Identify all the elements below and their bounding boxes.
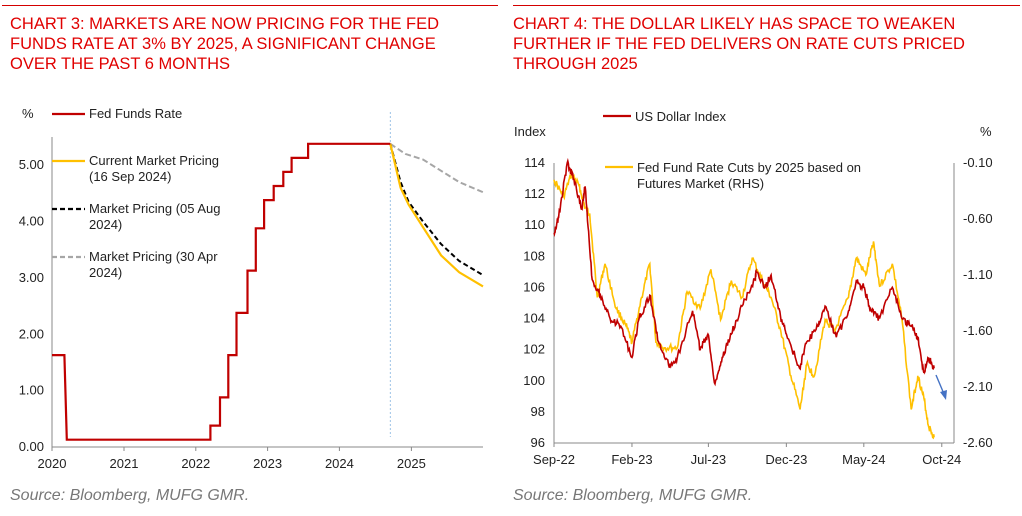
y-tick-label: 0.00 <box>19 439 44 454</box>
y-tick-label: 114 <box>524 155 545 170</box>
y-tick-label: 2.00 <box>19 326 44 341</box>
y-tick-label: 110 <box>524 217 545 232</box>
y-tick-label: 1.00 <box>19 383 44 398</box>
y-tick-label: 96 <box>531 435 545 450</box>
x-tick-label: 2025 <box>397 456 426 471</box>
y-tick-label: 4.00 <box>19 214 44 229</box>
series-line <box>389 143 484 288</box>
title-rule <box>513 5 1020 6</box>
legend-label: Market Pricing (05 Aug 2024) <box>89 201 221 232</box>
y-tick-label: 5.00 <box>19 157 44 172</box>
y2-tick-label: -0.10 <box>963 155 993 170</box>
x-tick-label: 2021 <box>110 456 139 471</box>
legend-label: Fed Fund Rate Cuts by 2025 based on Futur… <box>637 160 861 191</box>
y-axis-unit: % <box>22 106 34 121</box>
series-line <box>389 142 484 194</box>
left-chart-panel: CHART 3: MARKETS ARE NOW PRICING FOR THE… <box>0 0 500 516</box>
trend-arrow-head <box>940 390 947 400</box>
chart-title: CHART 3: MARKETS ARE NOW PRICING FOR THE… <box>10 15 440 73</box>
series-line <box>553 170 935 440</box>
y2-tick-label: -2.10 <box>963 379 993 394</box>
series-line <box>553 157 935 387</box>
right-chart-panel: CHART 4: THE DOLLAR LIKELY HAS SPACE TO … <box>511 0 1022 516</box>
series-line <box>52 142 391 441</box>
legend-label: Fed Funds Rate <box>89 106 182 121</box>
chart-title: CHART 4: THE DOLLAR LIKELY HAS SPACE TO … <box>513 15 965 73</box>
legend-label: US Dollar Index <box>635 109 727 124</box>
y-axis-right-label: % <box>980 124 992 139</box>
fed-funds-chart: % 0.00 1.00 2.00 3.00 4.00 5.00 2020 2021 2022 202… <box>19 106 484 471</box>
y2-tick-label: -1.10 <box>963 267 993 282</box>
x-tick-label: 2023 <box>253 456 282 471</box>
legend-label: Market Pricing (30 Apr 2024) <box>89 249 218 280</box>
x-tick-label: Oct-24 <box>922 452 961 467</box>
x-tick-label: Feb-23 <box>611 452 652 467</box>
y-tick-label: 104 <box>523 311 545 326</box>
x-tick-label: 2024 <box>325 456 354 471</box>
legend-label: Current Market Pricing (16 Sep 2024) <box>89 153 219 184</box>
x-tick-label: 2022 <box>181 456 210 471</box>
y2-tick-label: -1.60 <box>963 323 993 338</box>
x-tick-label: May-24 <box>842 452 885 467</box>
y-tick-label: 108 <box>523 248 545 263</box>
series-line <box>389 143 484 276</box>
y2-tick-label: -2.60 <box>963 435 993 450</box>
x-tick-label: Dec-23 <box>765 452 807 467</box>
x-tick-label: 2020 <box>38 456 67 471</box>
dollar-index-chart: Index % 96 98 100 102 104 106 108 110 112 114 -0.10 -… <box>514 109 993 467</box>
x-tick-label: Sep-22 <box>533 452 575 467</box>
y-tick-label: 102 <box>523 342 545 357</box>
trend-arrow-shaft <box>935 374 945 395</box>
y2-tick-label: -0.60 <box>963 211 993 226</box>
chart-source: Source: Bloomberg, MUFG GMR. <box>10 487 250 504</box>
y-tick-label: 3.00 <box>19 270 44 285</box>
y-tick-label: 98 <box>531 404 545 419</box>
x-tick-label: Jul-23 <box>691 452 726 467</box>
y-tick-label: 100 <box>523 373 545 388</box>
y-tick-label: 106 <box>523 279 545 294</box>
y-axis-left-label: Index <box>514 124 546 139</box>
title-rule <box>2 5 498 6</box>
y-tick-label: 112 <box>524 186 545 201</box>
chart-source: Source: Bloomberg, MUFG GMR. <box>513 487 753 504</box>
